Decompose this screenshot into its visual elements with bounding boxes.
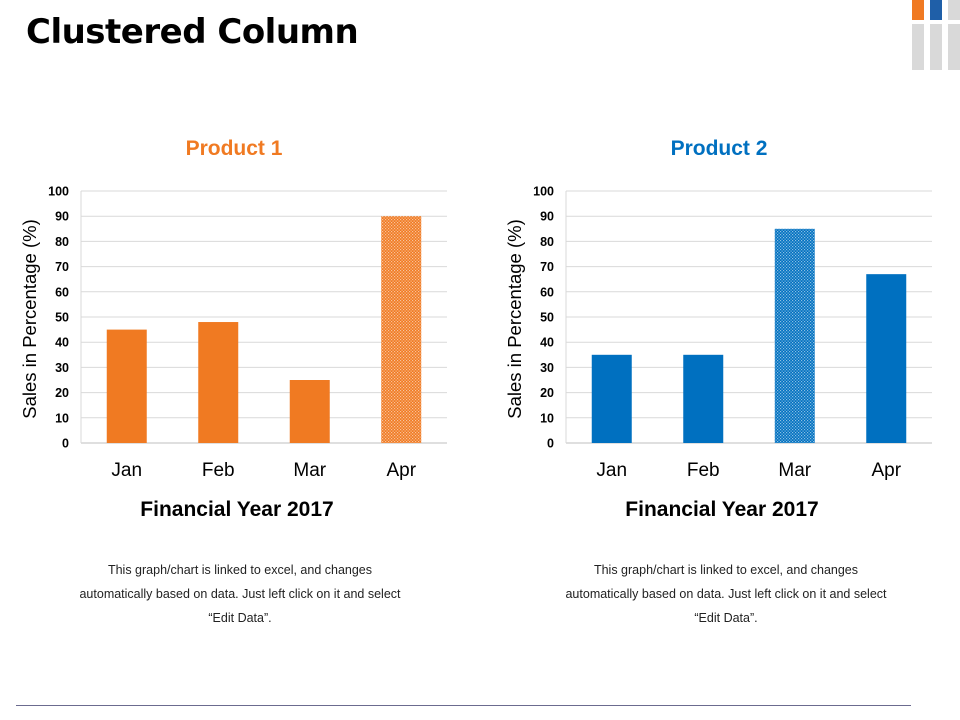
y-tick-label: 60 <box>55 285 69 299</box>
y-tick-label: 80 <box>55 235 69 249</box>
y-tick-label: 40 <box>55 336 69 350</box>
deco-blue-square <box>930 0 942 20</box>
y-tick-label: 90 <box>55 210 69 224</box>
y-tick-label: 10 <box>540 411 554 425</box>
y-axis-title: Sales in Percentage (%) <box>504 219 525 419</box>
y-tick-label: 60 <box>540 285 554 299</box>
y-tick-label: 20 <box>540 386 554 400</box>
bar-feb[interactable] <box>683 354 724 443</box>
deco-grey-bar-2 <box>930 24 942 70</box>
x-tick-label: Feb <box>687 460 720 481</box>
slide-title: Clustered Column <box>26 12 359 52</box>
x-tick-label: Mar <box>778 460 811 481</box>
chart-title: Product 2 <box>671 137 768 160</box>
bar-mar[interactable] <box>289 380 330 443</box>
y-tick-label: 80 <box>540 235 554 249</box>
bar-jan[interactable] <box>106 329 147 443</box>
y-tick-label: 30 <box>540 361 554 375</box>
x-tick-label: Apr <box>386 460 416 481</box>
chart-title: Product 1 <box>186 137 283 160</box>
x-axis-title: Financial Year 2017 <box>625 498 818 521</box>
y-tick-label: 20 <box>55 386 69 400</box>
x-tick-label: Feb <box>202 460 235 481</box>
x-tick-label: Apr <box>871 460 901 481</box>
deco-orange-square <box>912 0 924 20</box>
y-tick-label: 70 <box>55 260 69 274</box>
bar-apr[interactable] <box>866 274 907 443</box>
y-tick-label: 10 <box>55 411 69 425</box>
x-tick-label: Jan <box>111 460 142 481</box>
y-tick-label: 100 <box>533 185 554 199</box>
y-tick-label: 0 <box>547 437 554 451</box>
deco-grey-square <box>948 0 960 20</box>
chart-product-2[interactable]: Product 2 0 10 20 30 40 50 60 70 80 90 100 Jan Feb Mar… <box>495 120 960 540</box>
bar-jan[interactable] <box>591 354 632 443</box>
bar-feb[interactable] <box>198 322 239 443</box>
x-tick-label: Jan <box>596 460 627 481</box>
bar-apr[interactable] <box>381 216 422 443</box>
deco-grey-bar-1 <box>912 24 924 70</box>
y-tick-label: 30 <box>55 361 69 375</box>
bar-mar[interactable] <box>774 228 815 443</box>
y-tick-label: 50 <box>55 311 69 325</box>
chart-svg-product-1: Product 1 0 10 20 30 40 50 60 70 80 90 100 Jan Feb Mar… <box>19 137 447 521</box>
y-axis-title: Sales in Percentage (%) <box>19 219 40 419</box>
chart-note-product-1: This graph/chart is linked to excel, and… <box>79 563 401 625</box>
x-tick-label: Mar <box>293 460 326 481</box>
deco-grey-bar-3 <box>948 24 960 70</box>
y-tick-label: 0 <box>62 437 69 451</box>
y-tick-label: 40 <box>540 336 554 350</box>
chart-product-1[interactable]: Product 1 0 10 20 30 40 50 60 70 80 90 100 Jan Feb Mar… <box>10 120 480 540</box>
footer-divider <box>16 705 911 706</box>
y-tick-label: 90 <box>540 210 554 224</box>
chart-svg-product-2: Product 2 0 10 20 30 40 50 60 70 80 90 100 Jan Feb Mar… <box>504 137 932 521</box>
y-tick-label: 50 <box>540 311 554 325</box>
corner-decoration <box>910 0 960 72</box>
y-tick-label: 100 <box>48 185 69 199</box>
x-axis-title: Financial Year 2017 <box>140 498 333 521</box>
y-tick-label: 70 <box>540 260 554 274</box>
chart-note-product-2: This graph/chart is linked to excel, and… <box>565 563 887 625</box>
